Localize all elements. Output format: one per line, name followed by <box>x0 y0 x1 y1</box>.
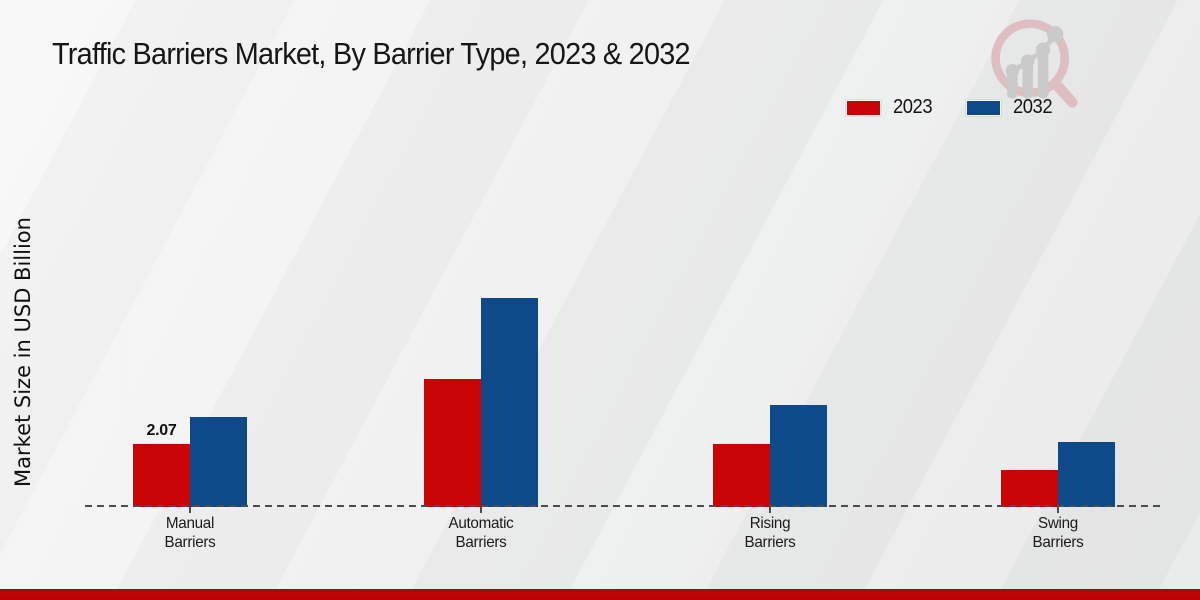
chart-title: Traffic Barriers Market, By Barrier Type… <box>52 36 691 71</box>
x-axis-dashed-baseline <box>85 505 1165 507</box>
magnifier-growth-chart-logo <box>991 19 1078 108</box>
axis-tick <box>189 507 191 513</box>
axis-tick <box>769 507 771 513</box>
category-label-swing-barriers: Swing Barriers <box>1032 515 1084 551</box>
bar-2023-automatic-barriers <box>424 379 481 507</box>
category-label-rising-barriers: Rising Barriers <box>744 515 796 551</box>
logo-growth-bars <box>1005 26 1064 99</box>
bar-2023-swing-barriers <box>1001 470 1058 507</box>
legend-label-2032: 2032 <box>1012 96 1053 118</box>
bar-2023-rising-barriers <box>713 444 770 507</box>
legend-swatch-2032 <box>965 99 1001 116</box>
category-label-manual-barriers: Manual Barriers <box>164 515 216 551</box>
legend-item-2023: 2023 <box>846 96 936 119</box>
bar-2032-manual-barriers <box>190 417 247 507</box>
category-label-automatic-barriers: Automatic Barriers <box>448 515 514 551</box>
bar-2032-automatic-barriers <box>481 298 538 507</box>
bar-value-label: 2.07 <box>146 422 177 439</box>
magnifier-handle <box>1049 77 1078 108</box>
legend: 2023 2032 <box>846 96 1055 119</box>
bar-2023-manual-barriers <box>133 444 190 507</box>
legend-swatch-2023 <box>846 99 881 116</box>
axis-tick <box>1057 507 1059 513</box>
axis-tick <box>480 507 482 513</box>
legend-item-2032: 2032 <box>965 96 1056 119</box>
bar-2032-swing-barriers <box>1058 442 1115 507</box>
bottom-red-band <box>0 589 1200 600</box>
legend-label-2023: 2023 <box>893 96 933 118</box>
bar-2032-rising-barriers <box>770 405 827 507</box>
